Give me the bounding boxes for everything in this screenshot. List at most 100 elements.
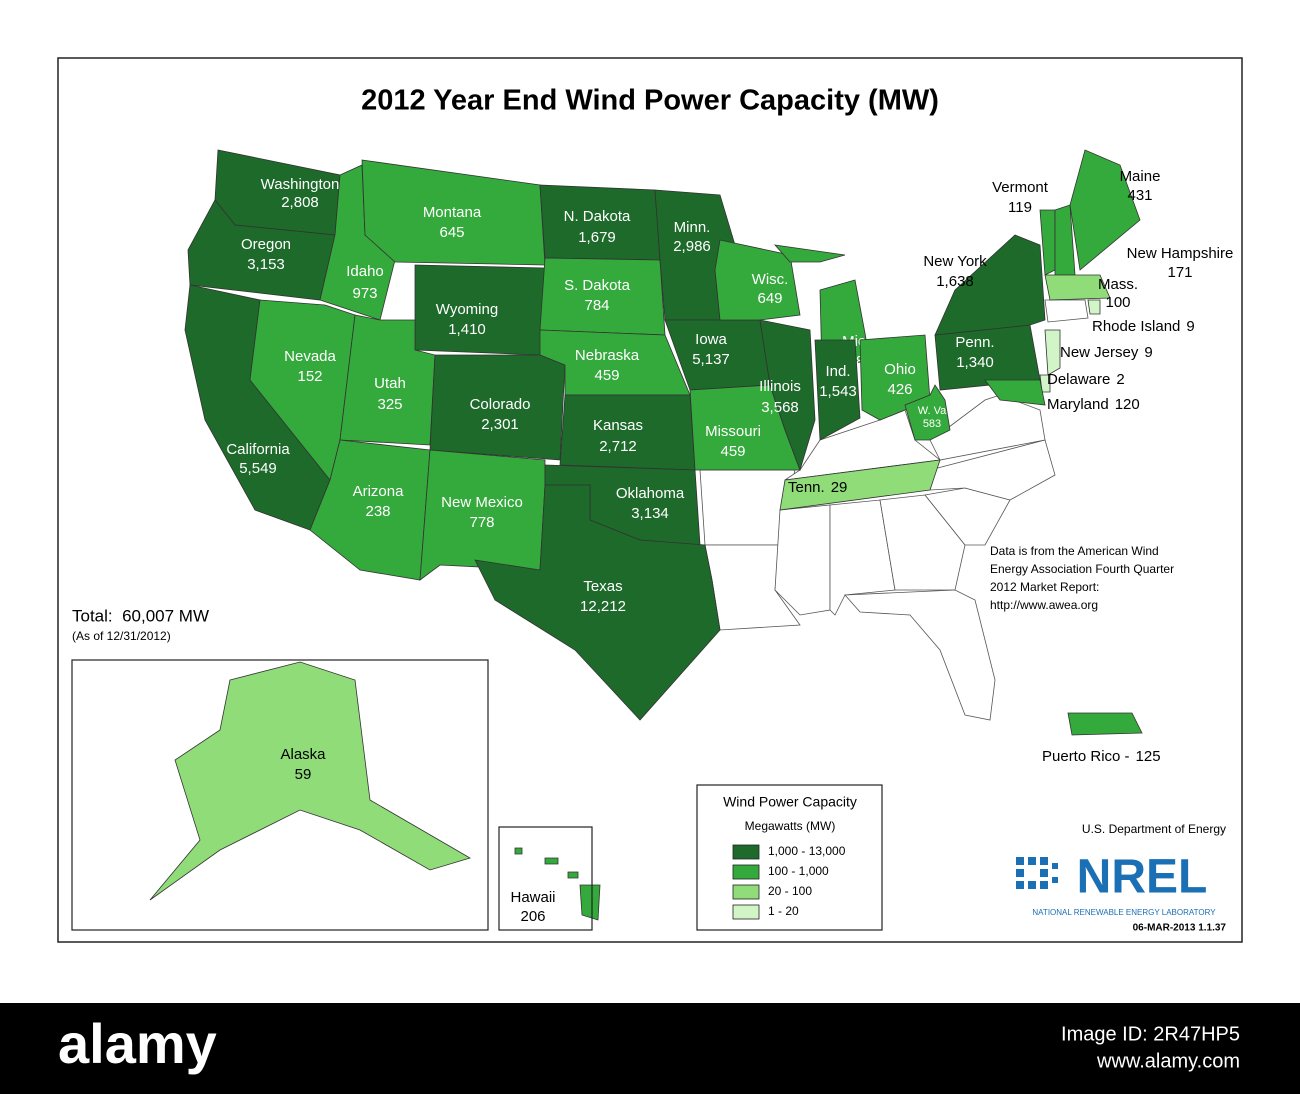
state-value: 431 [1127,187,1152,204]
state-label: Tenn. 29 [788,479,847,496]
state-name: Delaware [1047,371,1110,388]
state-shape [474,484,721,721]
state-name: Kansas [593,417,643,434]
note-line: Data is from the American Wind [990,544,1159,558]
state-value: 5,549 [239,460,277,477]
footer-background [0,1003,1300,1094]
state-name: California [226,441,290,458]
state-value: 3,134 [631,505,669,522]
legend-title: Wind Power Capacity [723,794,857,810]
state-shape [904,384,951,441]
logo-square [1052,863,1058,869]
state-name: Ohio [884,361,916,378]
state-shape [844,589,996,721]
state-value: 2,986 [673,238,711,255]
state-name: Mass. [1098,276,1138,293]
state-value: 2,808 [281,194,319,211]
state-value: 778 [469,514,494,531]
state-value: 12,212 [580,598,626,615]
footer-url: www.alamy.com [1096,1050,1240,1072]
state-value: 1,410 [448,321,486,338]
state-value: 1,638 [936,273,974,290]
state-shape [1087,299,1101,315]
state-name: Texas [583,578,622,595]
state-name: New Jersey [1060,344,1139,361]
legend-swatch [732,864,760,880]
state-name: New York [923,253,987,270]
state-value: 120 [1115,396,1140,413]
state-shape [1067,712,1143,736]
state-shape [544,857,559,865]
logo-square [1028,857,1036,865]
legend-swatch [732,844,760,860]
state-value: 459 [594,367,619,384]
state-shape [1069,149,1141,271]
state-value: 784 [584,297,609,314]
note-line: http://www.awea.org [990,598,1098,612]
alaska-inset [71,659,489,931]
state-name: Minn. [674,219,711,236]
state-shape [859,334,931,421]
logo-square [1016,869,1024,877]
state-name: Wyoming [436,301,498,318]
state-value: 59 [295,766,312,783]
state-name: Nebraska [575,347,640,364]
state-value: 9 [1144,344,1152,361]
legend-label: 100 - 1,000 [768,864,829,878]
state-shape [1044,329,1061,376]
state-shape [339,314,436,446]
state-value: 3,153 [247,256,285,273]
state-shape [149,661,472,901]
state-name: W. Va [918,405,947,417]
state-label: Rhode Island 9 [1092,318,1195,335]
state-shape [567,871,579,879]
state-name: Oklahoma [616,485,685,502]
state-name: Montana [423,204,482,221]
state-name: Iowa [695,331,727,348]
state-name: Washington [261,176,340,193]
state-name: Vermont [992,179,1049,196]
state-value: 459 [720,443,745,460]
state-value: 2 [1116,371,1124,388]
state-name: New Hampshire [1127,245,1234,262]
logo-text: NREL [1077,851,1208,904]
as-of: (As of 12/31/2012) [72,629,171,643]
logo-subtitle: NATIONAL RENEWABLE ENERGY LABORATORY [1032,908,1216,917]
state-value: 206 [520,908,545,925]
legend: Wind Power Capacity Megawatts (MW) 1,000… [696,784,883,931]
state-value: 119 [1008,199,1032,216]
legend-label: 1,000 - 13,000 [768,844,846,858]
state-value: 645 [439,224,464,241]
state-value: 973 [352,285,377,302]
state-value: 100 [1105,294,1130,311]
logo-square [1052,877,1058,883]
state-shape [814,339,861,441]
state-value: 2,301 [481,416,519,433]
state-name: Missouri [705,423,761,440]
logo-square [1040,881,1048,889]
state-shape [984,379,1046,406]
note-line: Energy Association Fourth Quarter [990,562,1174,576]
state-value: 1,543 [819,383,857,400]
state-name: Nevada [284,348,336,365]
state-name: Wisc. [752,271,789,288]
state-shape [759,319,816,472]
state-name: Idaho [346,263,384,280]
state-name: Hawaii [510,889,555,906]
logo-square [1016,881,1024,889]
unshaded-states [699,299,1089,721]
state-name: Tenn. [788,479,825,496]
legend-label: 1 - 20 [768,904,799,918]
hawaii-inset [498,826,593,931]
logo-square [1016,857,1024,865]
logo-square [1040,869,1048,877]
state-label: Maryland 120 [1047,396,1140,413]
source-note: Data is from the American Wind Energy As… [990,544,1174,612]
state-shape [773,244,846,263]
state-name: Colorado [470,396,531,413]
version: 06-MAR-2013 1.1.37 [1133,923,1227,934]
state-name: Illinois [759,378,801,395]
legend-swatch [732,904,760,920]
state-shape [1044,274,1111,301]
state-shape [774,504,831,616]
